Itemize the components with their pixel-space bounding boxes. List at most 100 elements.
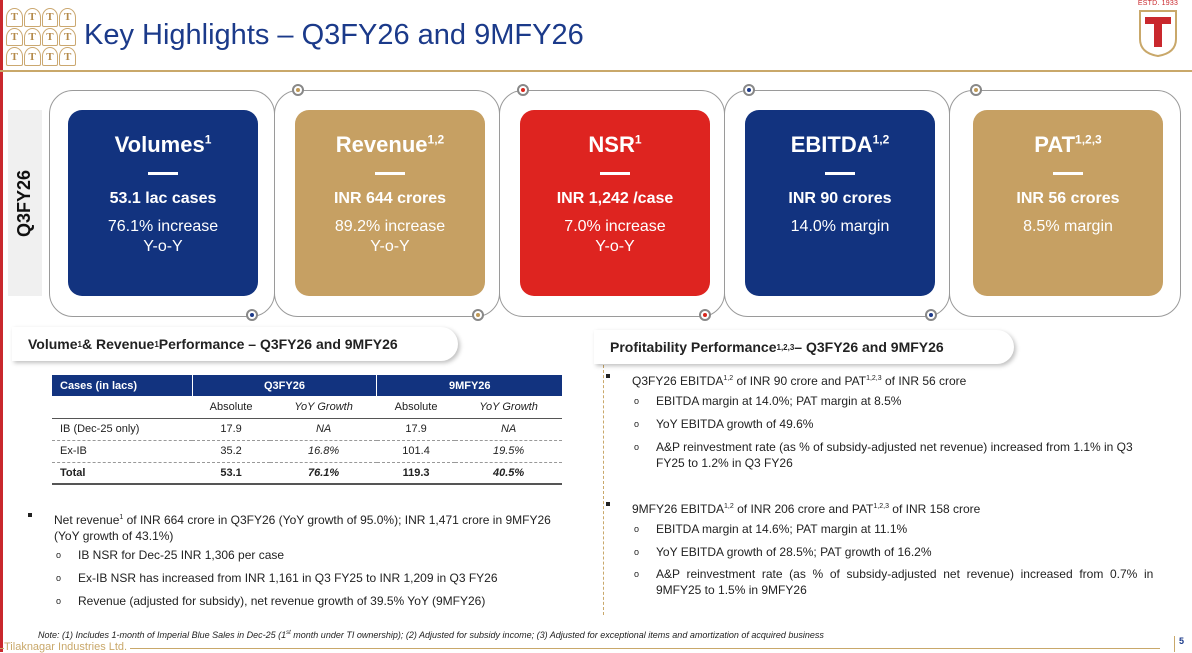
bullet-text: Ex-IB NSR has increased from INR 1,161 i… [78, 571, 498, 585]
bullet-marker [606, 374, 610, 378]
list-item: o IB NSR for Dec-25 INR 1,306 per case [56, 547, 285, 563]
kpi-title: NSR [588, 132, 635, 157]
list-item: o Ex-IB NSR has increased from INR 1,161 … [56, 570, 498, 586]
heading-text: – Q3FY26 and 9MFY26 [794, 339, 944, 355]
kpi-value: INR 90 crores [788, 190, 892, 207]
kpi-subtext: 89.2% increase Y-o-Y [334, 218, 446, 255]
connector-dot [472, 309, 484, 321]
footnote-ref: 1 [119, 514, 124, 521]
bullet-text: Q3FY26 EBITDA [632, 374, 724, 388]
footnote-ref: 1 [154, 339, 159, 349]
heading-text: Volume [28, 336, 78, 352]
period-tab: Q3FY26 [8, 110, 42, 296]
kpi-card-nsr: NSR1 INR 1,242 /case 7.0% increase Y-o-Y [520, 110, 710, 296]
page-title: Key Highlights – Q3FY26 and 9MFY26 [84, 19, 584, 51]
table-header: Cases (in lacs) [52, 375, 192, 396]
kpi-value: INR 56 crores [1016, 190, 1120, 207]
table-cell: 53.1 [192, 462, 271, 485]
table-cell: Total [52, 462, 192, 485]
bullet-text: Net revenue [54, 513, 120, 527]
table-cell: 19.5% [455, 440, 562, 463]
bullet-text: (YoY growth of 43.1%) [54, 529, 174, 543]
list-item: Q3FY26 EBITDA1,2 of INR 90 crore and PAT… [606, 371, 966, 389]
footnote-text: month under TI ownership); (2) Adjusted … [290, 630, 824, 640]
brand-logo: ESTD. 1933 [1136, 0, 1180, 64]
footnote-ref: 1 [634, 132, 642, 147]
card-frame-5 [949, 90, 1181, 317]
volume-table: Cases (in lacs) Q3FY26 9MFY26 Absolute Y… [52, 375, 562, 485]
kpi-subtext: 76.1% increase Y-o-Y [107, 218, 219, 255]
bullet-text: 9MFY25 to 1.5% in 9MFY26 [656, 583, 807, 597]
table-cell: 76.1% [270, 462, 377, 485]
table-cell: 119.3 [376, 462, 456, 485]
connector-dot [743, 84, 755, 96]
profitability-heading: Profitability Performance 1,2,3 – Q3FY26 … [594, 330, 1014, 364]
connector-dot [292, 84, 304, 96]
kpi-subtext: 14.0% margin [790, 218, 890, 235]
bullet-text: EBITDA margin at 14.6%; PAT margin at 11… [656, 522, 908, 536]
footnote: Note: (1) Includes 1-month of Imperial B… [38, 630, 824, 640]
kpi-divider [148, 172, 178, 175]
table-cell: 17.9 [376, 418, 456, 441]
table-row: IB (Dec-25 only) 17.9 NA 17.9 NA [52, 418, 562, 441]
footnote-ref: 1,2,3 [776, 342, 795, 352]
footer-company: Tilaknagar Industries Ltd. [4, 641, 131, 653]
bullet-marker: o [634, 419, 640, 429]
kpi-value: INR 1,242 /case [556, 190, 674, 207]
bullet-marker: o [56, 573, 62, 583]
footnote-text: Note: (1) Includes 1-month of Imperial B… [38, 630, 287, 640]
kpi-card-volumes: Volumes1 53.1 lac cases 76.1% increase Y… [68, 110, 258, 296]
kpi-card-revenue: Revenue1,2 INR 644 crores 89.2% increase… [295, 110, 485, 296]
kpi-value: 53.1 lac cases [109, 190, 217, 207]
list-item: o YoY EBITDA growth of 49.6% [634, 416, 814, 432]
kpi-value: INR 644 crores [333, 190, 447, 207]
kpi-divider [600, 172, 630, 175]
bullet-text: EBITDA margin at 14.0%; PAT margin at 8.… [656, 394, 902, 408]
footnote-ref: 1,2 [724, 503, 734, 510]
bullet-marker: o [56, 596, 62, 606]
kpi-title: PAT [1034, 132, 1076, 157]
list-item: Net revenue1 of INR 664 crore in Q3FY26 … [28, 510, 584, 544]
bullet-text: FY25 to 1.2% in Q3 FY26 [656, 456, 793, 470]
volume-revenue-heading: Volume 1 & Revenue 1 Performance – Q3FY26 … [12, 327, 458, 361]
kpi-divider [1053, 172, 1083, 175]
footnote-ref: 1,2,3 [873, 503, 889, 510]
bullet-marker: o [634, 524, 640, 534]
footnote-ref: 1,2 [723, 375, 734, 382]
heading-text: Performance – Q3FY26 and 9MFY26 [158, 336, 398, 352]
kpi-divider [375, 172, 405, 175]
table-cell: 40.5% [455, 462, 562, 485]
table-cell: IB (Dec-25 only) [52, 418, 192, 441]
footnote-ref: 1 [204, 132, 212, 147]
accent-left-bar [0, 0, 3, 652]
connector-dot [246, 309, 258, 321]
kpi-title: EBITDA [790, 132, 873, 157]
connector-dot [517, 84, 529, 96]
bullet-text: YoY EBITDA growth of 49.6% [656, 417, 814, 431]
footnote-ref: st [286, 630, 291, 636]
bullet-text: A&P reinvestment rate (as % of subsidy-a… [656, 567, 1154, 581]
shield-icon [1139, 10, 1177, 58]
kpi-card-ebitda: EBITDA1,2 INR 90 crores 14.0% margin [745, 110, 935, 296]
connector-dot [699, 309, 711, 321]
table-subheader: Absolute [192, 396, 271, 419]
footnote-ref: 1,2 [872, 132, 890, 147]
list-item: 9MFY26 EBITDA1,2 of INR 206 crore and PA… [606, 499, 981, 517]
bullet-text: IB NSR for Dec-25 INR 1,306 per case [78, 548, 285, 562]
list-item: o Revenue (adjusted for subsidy), net rev… [56, 593, 485, 609]
list-item: o A&P reinvestment rate (as % of subsidy-… [634, 439, 1166, 471]
bullet-marker: o [634, 569, 640, 579]
bullet-text: of INR 664 crore in Q3FY26 (YoY growth o… [123, 513, 551, 527]
bullet-text: of INR 206 crore and PAT [733, 502, 874, 516]
bullet-marker: o [634, 442, 640, 452]
list-item: o EBITDA margin at 14.6%; PAT margin at 1… [634, 521, 908, 537]
bullet-marker [28, 513, 32, 517]
table-subheader: YoY Growth [270, 396, 377, 419]
bullet-text: of INR 158 crore [888, 502, 981, 516]
kpi-subtext: 7.0% increase Y-o-Y [564, 218, 666, 255]
list-item: o EBITDA margin at 14.0%; PAT margin at 8… [634, 393, 902, 409]
table-header: Q3FY26 [191, 375, 377, 396]
table-cell: NA [270, 418, 377, 441]
footer-divider [0, 648, 1160, 649]
list-item: o YoY EBITDA growth of 28.5%; PAT growth … [634, 544, 932, 560]
